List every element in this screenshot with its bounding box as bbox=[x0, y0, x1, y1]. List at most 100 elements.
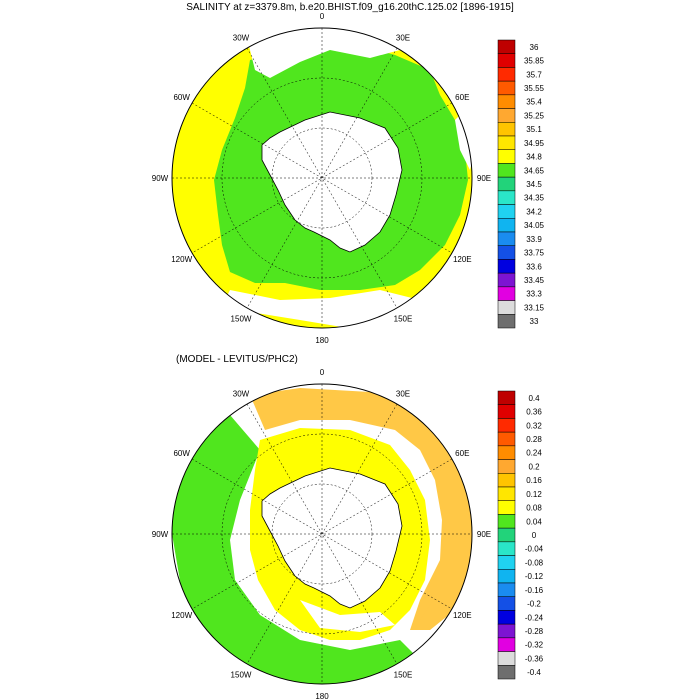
colorbar-label: 0 bbox=[532, 531, 537, 540]
colorbar-difference: 0.4 0.36 0.32 0.28 0.24 0.2 0.16 0.12 0.08 0.04 0 -… bbox=[497, 390, 544, 680]
colorbar-label: 35.55 bbox=[524, 84, 545, 93]
colorbar-swatch bbox=[497, 218, 516, 233]
colorbar-label: 33.3 bbox=[526, 290, 542, 299]
colorbar-label: 33.9 bbox=[526, 235, 542, 244]
colorbar-swatch bbox=[497, 39, 516, 54]
colorbar-label: -0.12 bbox=[525, 572, 544, 581]
longitude-label: 60W bbox=[173, 93, 190, 102]
green-field bbox=[172, 415, 420, 684]
longitude-label: 150W bbox=[231, 670, 252, 679]
colorbar-label: 35.1 bbox=[526, 125, 542, 134]
longitude-label: 120W bbox=[171, 255, 192, 264]
colorbar-label: 0.2 bbox=[528, 462, 540, 471]
longitude-label: 30W bbox=[233, 34, 250, 43]
colorbar-label: 0.32 bbox=[526, 421, 542, 430]
graticule bbox=[172, 28, 472, 328]
colorbar-label: 0.08 bbox=[526, 504, 542, 513]
colorbar-swatch bbox=[497, 404, 516, 419]
longitude-label: 90W bbox=[152, 174, 169, 183]
colorbar-swatch bbox=[497, 272, 516, 288]
colorbar-swatch bbox=[497, 80, 516, 96]
colorbar-swatch bbox=[497, 555, 516, 570]
longitude-label: 0 bbox=[320, 12, 325, 21]
longitude-label: 180 bbox=[315, 336, 329, 345]
colorbar-swatch bbox=[497, 231, 516, 246]
map-border bbox=[171, 383, 473, 685]
white-gap-north bbox=[245, 28, 400, 78]
colorbar-swatch bbox=[497, 445, 516, 460]
colorbar-swatch bbox=[497, 541, 516, 556]
colorbar-label: 34.35 bbox=[524, 194, 545, 203]
colorbar-label: 33.6 bbox=[526, 262, 542, 271]
colorbar-swatch bbox=[497, 300, 516, 315]
colorbar-label: 35.7 bbox=[526, 70, 542, 79]
colorbar-swatch bbox=[497, 122, 516, 137]
colorbar-label: 33 bbox=[530, 317, 539, 326]
colorbar-swatch bbox=[497, 245, 516, 260]
longitude-label: 60E bbox=[455, 449, 469, 458]
colorbar-swatch bbox=[497, 163, 516, 178]
colorbar-label: 34.8 bbox=[526, 153, 542, 162]
orange-field-east bbox=[420, 470, 472, 630]
colorbar-swatch bbox=[497, 176, 516, 192]
longitude-label: 30W bbox=[233, 390, 250, 399]
colorbar-label: -0.2 bbox=[527, 600, 541, 609]
longitude-label: 150E bbox=[394, 314, 413, 323]
colorbar-swatch bbox=[497, 431, 516, 447]
colorbar-swatch bbox=[497, 67, 516, 82]
colorbar-swatch bbox=[497, 286, 516, 301]
colorbar-label: 34.5 bbox=[526, 180, 542, 189]
colorbar-label: -0.28 bbox=[525, 627, 544, 636]
colorbar-swatch bbox=[497, 259, 516, 274]
longitude-label: 0 bbox=[320, 368, 325, 377]
antarctica bbox=[261, 467, 403, 609]
colorbar-label: 33.15 bbox=[524, 303, 545, 312]
colorbar-swatch bbox=[497, 459, 516, 474]
colorbar-label: 0.4 bbox=[528, 394, 540, 403]
map-border bbox=[171, 27, 473, 329]
colorbar-swatch bbox=[497, 486, 516, 501]
colorbar-swatch bbox=[497, 204, 516, 219]
colorbar-swatch bbox=[497, 149, 516, 164]
colorbar-label: 0.16 bbox=[526, 476, 542, 485]
colorbar-label: -0.4 bbox=[527, 668, 541, 677]
colorbar-swatch bbox=[497, 94, 516, 109]
colorbar-label: 0.36 bbox=[526, 408, 542, 417]
colorbar-label: 0.12 bbox=[526, 490, 542, 499]
salinity-map bbox=[171, 27, 473, 329]
colorbar-swatch bbox=[497, 500, 516, 515]
white-gap bbox=[300, 600, 395, 632]
longitude-label: 120E bbox=[453, 611, 472, 620]
longitude-label: 30E bbox=[396, 34, 410, 43]
colorbar-swatch bbox=[497, 108, 516, 123]
difference-map bbox=[171, 383, 473, 685]
longitude-label: 150E bbox=[394, 670, 413, 679]
colorbar-swatch bbox=[497, 582, 516, 597]
longitude-label: 120E bbox=[453, 255, 472, 264]
longitude-label: 90W bbox=[152, 530, 169, 539]
colorbar-label: 34.65 bbox=[524, 166, 545, 175]
longitude-label: 90E bbox=[477, 530, 491, 539]
longitude-label: 30E bbox=[396, 390, 410, 399]
colorbar-label: 34.2 bbox=[526, 207, 542, 216]
colorbar-swatch bbox=[497, 314, 516, 329]
colorbar-label: 0.04 bbox=[526, 517, 542, 526]
longitude-label: 180 bbox=[315, 692, 329, 700]
longitude-label: 150W bbox=[231, 314, 252, 323]
colorbar-label: -0.16 bbox=[525, 586, 544, 595]
colorbar-swatch bbox=[497, 596, 516, 611]
colorbar-label: 35.4 bbox=[526, 98, 542, 107]
colorbar-swatch bbox=[497, 623, 516, 639]
colorbar-label: -0.36 bbox=[525, 654, 544, 663]
colorbar-swatch bbox=[497, 514, 516, 529]
colorbar-swatch bbox=[497, 651, 516, 666]
colorbar-label: -0.04 bbox=[525, 545, 544, 554]
longitude-label: 90E bbox=[477, 174, 491, 183]
colorbar-swatch bbox=[497, 390, 516, 405]
colorbar-label: -0.24 bbox=[525, 613, 544, 622]
colorbar-swatch bbox=[497, 473, 516, 488]
colorbar-swatch bbox=[497, 53, 516, 68]
colorbar-swatch bbox=[497, 418, 516, 433]
colorbar-label: 34.95 bbox=[524, 139, 545, 148]
